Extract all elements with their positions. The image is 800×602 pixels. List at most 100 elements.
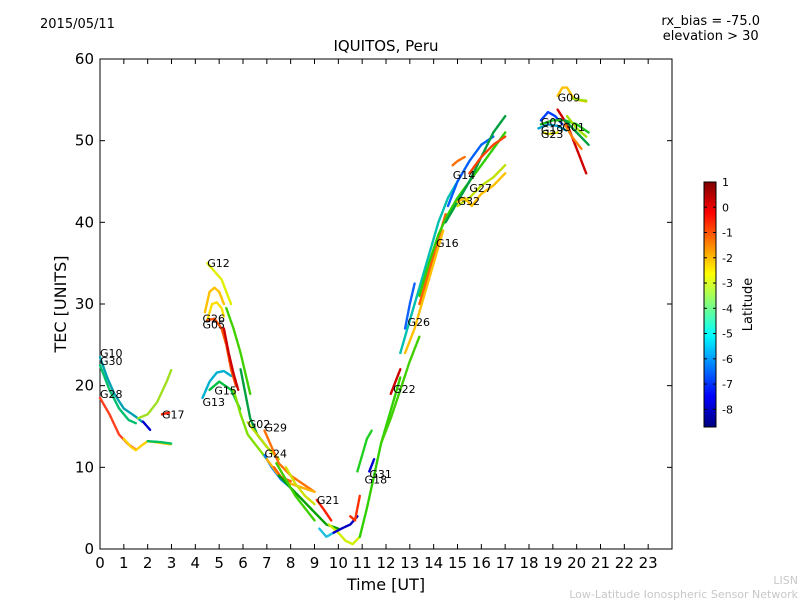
satellite-label-g09: G09 xyxy=(558,91,581,104)
series-G26f xyxy=(399,180,459,355)
satellite-label-g23: G23 xyxy=(541,128,564,141)
satellite-label-g01: G01 xyxy=(562,121,585,134)
rx-bias-label: rx_bias = -75.0 xyxy=(661,14,760,29)
colorbar-tick-label: -2 xyxy=(722,252,733,265)
series-G32 xyxy=(456,164,507,208)
series-G14b xyxy=(446,135,495,208)
y-tick-label: 50 xyxy=(75,132,94,150)
x-tick-label: 1 xyxy=(119,554,129,572)
series-G30 xyxy=(98,364,137,425)
series-G26d xyxy=(403,229,445,355)
colorbar-title: Latitude xyxy=(741,278,756,332)
series-G17b xyxy=(160,411,171,416)
satellite-label-g28: G28 xyxy=(100,388,123,401)
colorbar-tick-label: -1 xyxy=(722,227,733,240)
series-G18 xyxy=(358,376,402,538)
satellite-label-g29: G29 xyxy=(264,421,287,434)
satellite-label-g21: G21 xyxy=(317,494,340,507)
series-G29 xyxy=(263,429,316,493)
series-G27b xyxy=(468,135,507,175)
x-tick-label: 8 xyxy=(286,554,296,572)
series-G28d xyxy=(141,420,152,431)
series-G21 xyxy=(315,498,333,522)
y-tick-label: 40 xyxy=(75,213,94,231)
series-G28c xyxy=(146,440,173,445)
series-G02 xyxy=(232,388,268,461)
satellite-label-g10: G10 xyxy=(100,347,123,360)
x-tick-label: 13 xyxy=(400,554,419,572)
series-G27 xyxy=(444,115,507,224)
colorbar-tick-label: -6 xyxy=(722,353,733,366)
elevation-label: elevation > 30 xyxy=(662,29,759,44)
chart-title: IQUITOS, Peru xyxy=(333,37,439,55)
series-G21c xyxy=(327,523,361,546)
satellite-label-g19: G19 xyxy=(541,124,564,137)
x-tick-label: 23 xyxy=(639,554,658,572)
series-G16 xyxy=(418,131,507,297)
x-tick-label: 15 xyxy=(448,554,467,572)
series-G02c xyxy=(246,421,280,461)
receiver-info: rx_bias = -75.0 elevation > 30 xyxy=(661,14,760,44)
satellite-label-g13: G13 xyxy=(202,396,225,409)
satellite-label-g24: G24 xyxy=(264,447,287,460)
x-tick-label: 0 xyxy=(95,554,105,572)
x-tick-label: 16 xyxy=(472,554,491,572)
satellite-label-g30: G30 xyxy=(100,355,123,368)
colorbar-tick-label: 0 xyxy=(722,201,729,214)
satellite-label-g12: G12 xyxy=(207,257,230,270)
x-tick-label: 18 xyxy=(519,554,538,572)
x-tick-label: 2 xyxy=(143,554,153,572)
series-G24d xyxy=(284,466,316,506)
series-G05 xyxy=(203,286,226,314)
series-G01d xyxy=(565,115,588,138)
footer-lisn: LISN xyxy=(773,574,798,587)
series-G26c xyxy=(403,282,416,330)
colorbar-tick-label: -7 xyxy=(722,378,733,391)
satellite-label-g32: G32 xyxy=(458,195,481,208)
footer-network: Low-Latitude Ionospheric Sensor Network xyxy=(569,588,798,601)
date-label: 2015/05/11 xyxy=(40,17,115,32)
x-tick-label: 17 xyxy=(496,554,515,572)
plot-frame xyxy=(99,58,673,550)
satellite-label-g31: G31 xyxy=(369,468,392,481)
satellite-label-g03: G03 xyxy=(541,116,564,129)
series-G32b xyxy=(456,172,507,208)
series-G31 xyxy=(368,458,376,473)
colorbar xyxy=(703,181,717,428)
colorbar-tick-label: -8 xyxy=(722,403,733,416)
x-tick-label: 22 xyxy=(615,554,634,572)
y-tick-label: 0 xyxy=(84,540,94,558)
satellite-label-g14: G14 xyxy=(453,169,476,182)
x-tick-label: 14 xyxy=(424,554,443,572)
satellite-label-g16: G16 xyxy=(436,237,459,250)
series-G01b xyxy=(563,123,583,150)
series-G21e xyxy=(349,494,361,522)
y-tick-label: 30 xyxy=(75,295,94,313)
series-G10 xyxy=(98,355,145,424)
footer-credit: LISN Low-Latitude Ionospheric Sensor Net… xyxy=(569,574,798,602)
x-tick-label: 21 xyxy=(591,554,610,572)
series-G05b xyxy=(206,301,226,322)
colorbar-tick-label: -5 xyxy=(722,328,733,341)
x-tick-label: 3 xyxy=(167,554,177,572)
colorbar-tick-label: -4 xyxy=(722,302,733,315)
x-tick-label: 19 xyxy=(543,554,562,572)
series-G12 xyxy=(206,262,233,306)
satellite-label-g22: G22 xyxy=(393,383,416,396)
series-G23 xyxy=(542,131,559,136)
x-tick-label: 12 xyxy=(376,554,395,572)
series-G13 xyxy=(201,369,233,400)
x-tick-label: 20 xyxy=(567,554,586,572)
series-G05c xyxy=(225,306,252,395)
colorbar-tick-label: -3 xyxy=(722,277,733,290)
x-tick-label: 9 xyxy=(310,554,320,572)
satellite-label-g17: G17 xyxy=(162,408,185,421)
y-tick-label: 60 xyxy=(75,50,94,68)
x-tick-label: 10 xyxy=(329,554,348,572)
y-tick-label: 20 xyxy=(75,377,94,395)
satellite-label-g26: G26 xyxy=(407,316,430,329)
y-axis-title: TEC [UNITS] xyxy=(51,256,70,354)
satellite-label-g05: G05 xyxy=(202,318,225,331)
series-G17 xyxy=(136,368,173,420)
